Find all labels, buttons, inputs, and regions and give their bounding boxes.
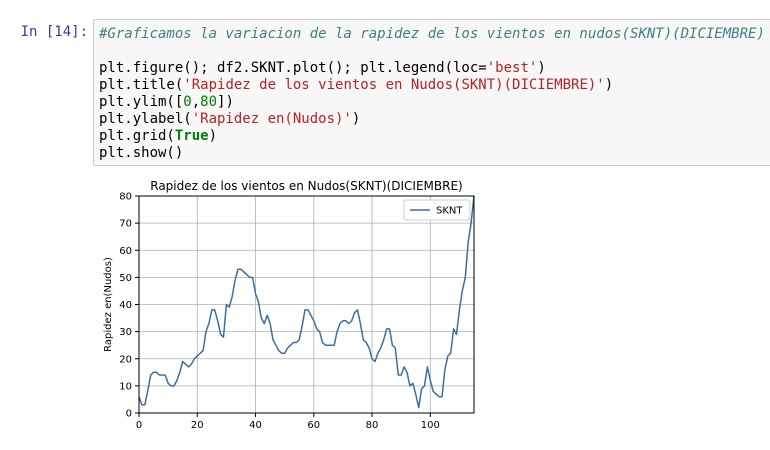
- code-token: ]): [217, 94, 234, 110]
- cell-prompt: In [14]:: [20, 24, 88, 40]
- legend-box: [403, 199, 471, 221]
- y-tick-label: 80: [119, 192, 132, 203]
- code-number: 80: [200, 94, 218, 110]
- legend: SKNT: [403, 199, 471, 221]
- y-tick-label: 60: [119, 246, 132, 257]
- y-tick-label: 20: [119, 354, 132, 365]
- code-cell-editor[interactable]: #Graficamos la variacion de la rapidez d…: [93, 19, 770, 166]
- code-token: plt.grid(: [99, 128, 175, 144]
- code-token: plt.show(): [99, 145, 184, 161]
- x-tick-label: 60: [307, 420, 320, 431]
- code-token: ): [604, 77, 614, 93]
- series-line-sknt: [138, 195, 475, 409]
- y-tick-label: 0: [126, 409, 132, 420]
- y-tick-label: 40: [119, 300, 132, 311]
- y-tick-label: 10: [119, 381, 132, 392]
- x-tick-label: 0: [136, 420, 142, 431]
- code-line-5: plt.ylabel('Rapidez en(Nudos)'): [99, 111, 770, 128]
- code-token: ): [537, 60, 546, 76]
- chart-title: Rapidez de los vientos en Nudos(SKNT)(DI…: [150, 179, 463, 193]
- line-chart: 0 20 40 60 80 100 0 10 20 30 40 50 60 70 80 Rapidez de …: [103, 179, 475, 431]
- x-tick-label: 40: [249, 420, 262, 431]
- code-line-1: #Graficamos la variacion de la rapidez d…: [99, 26, 770, 43]
- y-tick-label: 70: [119, 219, 132, 230]
- code-line-7: plt.show(): [99, 145, 770, 162]
- code-token: ,: [191, 94, 201, 110]
- code-line-2: plt.figure(); df2.SKNT.plot(); plt.legen…: [99, 60, 770, 77]
- code-string: 'best': [486, 60, 538, 76]
- y-tick-label: 50: [119, 273, 132, 284]
- code-line-4: plt.ylim([0,80]): [99, 94, 770, 111]
- x-tick-label: 20: [191, 420, 204, 431]
- code-token: plt.ylabel(: [99, 111, 192, 127]
- code-number: 0: [183, 94, 192, 110]
- legend-label: SKNT: [436, 206, 463, 217]
- code-string: 'Rapidez en(Nudos)': [191, 111, 352, 127]
- code-line-3: plt.title('Rapidez de los vientos en Nud…: [99, 77, 770, 94]
- x-tick-label: 80: [366, 420, 379, 431]
- code-token: plt.title(: [99, 77, 184, 93]
- code-token: plt.figure(); df2.SKNT.plot(); plt.legen…: [99, 60, 487, 76]
- code-keyword: True: [174, 128, 209, 144]
- code-line-6: plt.grid(True): [99, 128, 770, 145]
- code-token: plt.ylim([: [99, 94, 184, 110]
- x-tick-label: 100: [421, 420, 440, 431]
- y-axis-label: Rapidez en(Nudos): [103, 257, 114, 352]
- cell-output: 0 20 40 60 80 100 0 10 20 30 40 50 60 70 80 Rapidez de …: [93, 172, 770, 442]
- code-token: ): [351, 111, 361, 127]
- code-comment: #Graficamos la variacion de la rapidez d…: [99, 26, 765, 42]
- code-string: 'Rapidez de los vientos en Nudos(SKNT)(D…: [183, 77, 605, 93]
- y-tick-label: 30: [119, 327, 132, 338]
- code-token: ): [208, 128, 218, 144]
- code-line-blank: [99, 43, 770, 60]
